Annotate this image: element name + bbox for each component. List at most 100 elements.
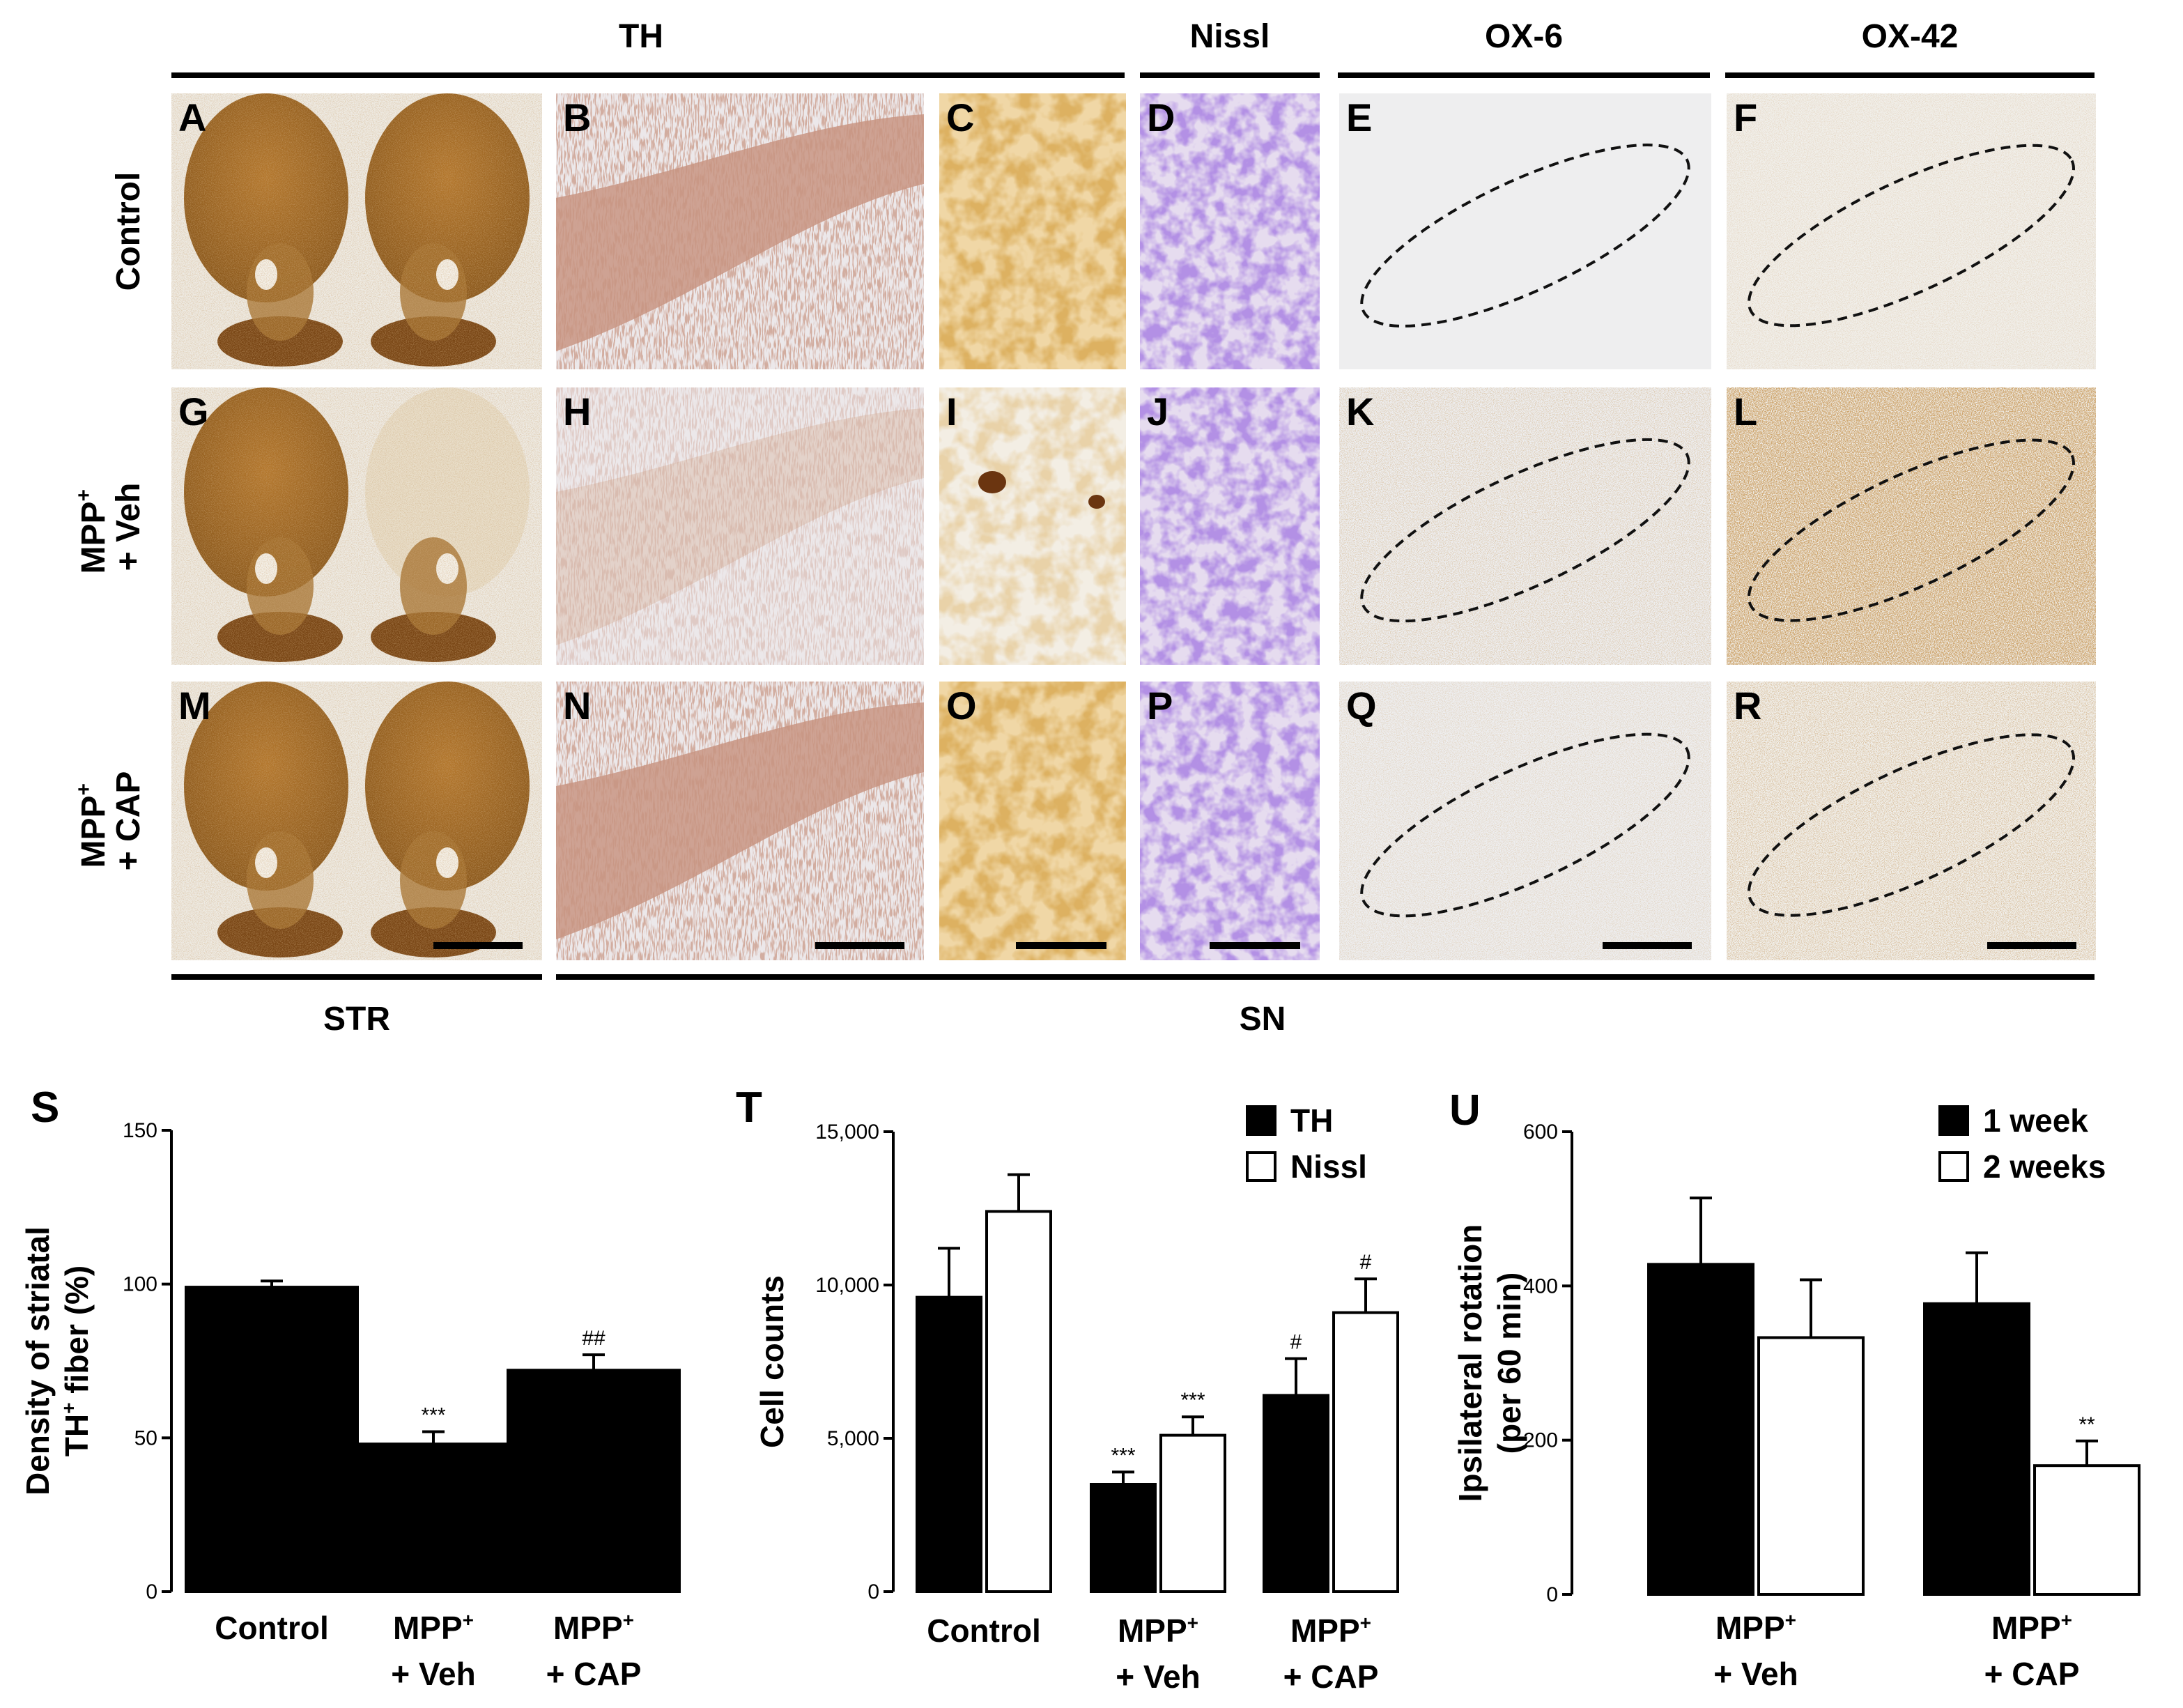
sn-footer-label: SN (1240, 1001, 1286, 1038)
region-outline (1360, 144, 1690, 328)
category-label: Control (215, 1610, 329, 1646)
category-label: Control (927, 1613, 1041, 1649)
bar (1263, 1394, 1329, 1594)
micrograph-panel-l: L (1727, 387, 2096, 665)
legend-label: 1 week (1983, 1102, 2088, 1139)
micrograph-panel-j: J (1140, 387, 1320, 665)
significance-label: # (1360, 1251, 1372, 1274)
chart-s: S 0 50 100 150 Density of striatalTH+ fiber (… (20, 1084, 681, 1692)
panel-letter-l: L (1734, 390, 1757, 433)
bar (1159, 1433, 1226, 1594)
panel-letter-k: K (1346, 390, 1374, 433)
ox42-header: OX-42 (1862, 18, 1959, 55)
chart-t: T 0 5,000 10,000 15,000 Cell counts Control ***… (736, 1084, 1399, 1695)
micrograph-panel-p: P (1140, 682, 1320, 960)
bar (1332, 1311, 1399, 1593)
row-label-mpp-veh: MPP+ + Veh (61, 480, 147, 574)
chart-panel-letter: T (736, 1084, 762, 1132)
y-tick-label: 10,000 (815, 1274, 879, 1297)
legend-swatch (1938, 1105, 1969, 1136)
panel-letter-m: M (178, 684, 211, 728)
y-tick-label: 0 (146, 1580, 157, 1603)
micrograph-panel-m: M (171, 682, 542, 960)
panel-letter-q: Q (1346, 684, 1377, 728)
y-tick-label: 100 (123, 1273, 157, 1296)
panel-letter-e: E (1346, 95, 1372, 139)
legend-label: TH (1290, 1102, 1333, 1139)
chart-panel-letter: S (31, 1084, 59, 1132)
bar (1647, 1263, 1754, 1596)
micrograph-panel-d: D (1140, 93, 1320, 369)
nissl-header: Nissl (1190, 18, 1270, 55)
micrograph-panel-f: F (1727, 93, 2096, 369)
micrograph-panel-k: K (1339, 387, 1711, 665)
significance-label: *** (1111, 1444, 1135, 1467)
micrograph-panel-e: E (1339, 93, 1711, 369)
category-label: MPP+ + Veh (1713, 1609, 1798, 1692)
scale-bar (1210, 942, 1300, 949)
y-tick-label: 5,000 (827, 1427, 879, 1450)
panel-letter-d: D (1147, 95, 1175, 139)
significance-label: *** (1180, 1389, 1205, 1412)
str-footer-label: STR (323, 1001, 390, 1038)
panel-letter-j: J (1147, 390, 1168, 433)
bar (1757, 1336, 1865, 1596)
region-outline (1360, 438, 1690, 623)
scale-bar (1603, 942, 1692, 949)
panel-letter-i: I (946, 390, 957, 433)
significance-label: ## (582, 1327, 605, 1350)
chart-panel-letter: U (1449, 1086, 1481, 1134)
bar (1090, 1483, 1157, 1593)
scale-bar (1987, 942, 2076, 949)
y-axis-label: Density of striatalTH+ fiber (%) (20, 1226, 95, 1495)
significance-label: # (1290, 1331, 1302, 1354)
legend-swatch (1246, 1105, 1276, 1136)
region-outline (1360, 732, 1690, 918)
panel-letter-a: A (178, 95, 206, 139)
y-tick-label: 600 (1523, 1121, 1558, 1144)
micrograph-panel-h: H (556, 387, 924, 665)
y-tick-label: 0 (1546, 1583, 1558, 1606)
y-tick-label: 50 (134, 1426, 157, 1449)
row-label-control: Control (110, 172, 147, 291)
panel-letter-o: O (946, 684, 977, 728)
micrograph-panel-a: A (171, 93, 542, 369)
row-label-mpp-cap: MPP+ + CAP (61, 771, 147, 871)
panel-letter-b: B (563, 95, 591, 139)
legend-label: 2 weeks (1983, 1148, 2106, 1185)
th-header: TH (619, 18, 663, 55)
micrograph-panel-r: R (1727, 682, 2096, 960)
bar (185, 1286, 359, 1593)
panel-letter-p: P (1147, 684, 1173, 728)
panel-letter-c: C (946, 95, 974, 139)
scale-bar (433, 942, 523, 949)
bar (985, 1210, 1052, 1593)
micrograph-grid: TH Nissl OX-6 OX-42 Control MPP+ + Veh M… (61, 18, 2096, 1038)
panel-letter-n: N (563, 684, 591, 728)
bar (2033, 1464, 2140, 1597)
legend-swatch (1938, 1151, 1969, 1182)
legend-label: Nissl (1290, 1148, 1367, 1185)
y-axis-label: Cell counts (754, 1275, 790, 1448)
bar (346, 1442, 520, 1593)
micrograph-panel-n: N (556, 682, 924, 960)
significance-label: *** (421, 1404, 445, 1427)
bar-charts: S 0 50 100 150 Density of striatalTH+ fiber (… (20, 1084, 2140, 1695)
y-tick-label: 15,000 (815, 1121, 879, 1144)
bar (507, 1369, 681, 1593)
category-label: MPP+ + Veh (1116, 1612, 1200, 1695)
panel-letter-r: R (1734, 684, 1761, 728)
y-tick-label: 0 (867, 1580, 879, 1603)
micrograph-panel-q: Q (1339, 682, 1711, 960)
micrograph-panel-c: C (939, 93, 1126, 369)
category-label: MPP+ + Veh (391, 1609, 475, 1692)
y-tick-label: 150 (123, 1119, 157, 1142)
micrograph-panel-b: B (556, 93, 924, 369)
chart-u: U 0 200 400 600 Ipsilateral rotation(per 60 m… (1449, 1086, 2140, 1692)
region-outline (1747, 438, 2076, 622)
panel-letter-f: F (1734, 95, 1757, 139)
bar (1923, 1302, 2030, 1596)
category-label: MPP+ + CAP (1283, 1612, 1379, 1695)
y-tick-label: 400 (1523, 1275, 1558, 1298)
